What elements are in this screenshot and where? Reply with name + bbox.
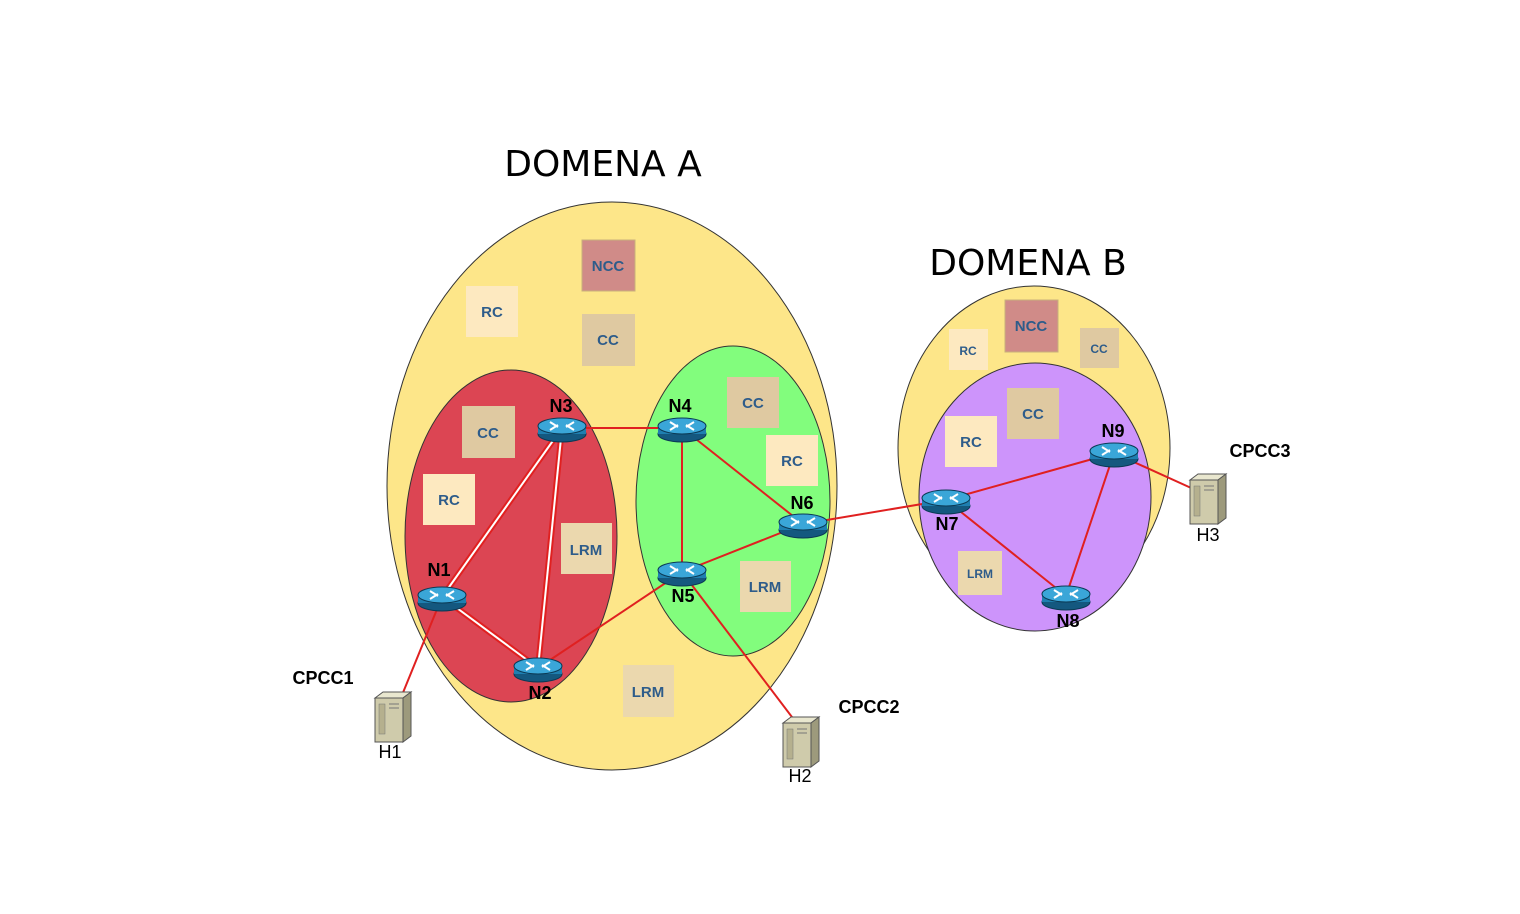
node-label-n2: N2 <box>528 683 551 703</box>
svg-text:RC: RC <box>781 453 803 470</box>
router-n2-icon <box>513 657 563 683</box>
link-n7-n9 <box>945 452 1115 501</box>
router-n6-icon <box>778 513 828 539</box>
server-h3-icon <box>1189 473 1227 525</box>
lrm-box: LRM <box>740 561 791 612</box>
ncc-box: NCC <box>581 239 636 292</box>
svg-text:RC: RC <box>960 434 982 451</box>
cc-box: CC <box>462 406 515 458</box>
rc-box: RC <box>766 435 818 486</box>
svg-text:RC: RC <box>481 304 503 321</box>
link-n1-h1 <box>399 596 443 701</box>
rc-box: RC <box>466 286 518 337</box>
svg-text:LRM: LRM <box>967 567 993 581</box>
svg-text:LRM: LRM <box>632 684 665 701</box>
svg-text:NCC: NCC <box>592 258 625 275</box>
node-label-n6: N6 <box>790 493 813 513</box>
cc-box: CC <box>582 314 635 366</box>
cpcc-label-2: CPCC2 <box>838 697 899 717</box>
host-label-h3: H3 <box>1196 525 1219 545</box>
node-label-n1: N1 <box>427 560 450 580</box>
svg-text:RC: RC <box>438 492 460 509</box>
cpcc-label-3: CPCC3 <box>1229 441 1290 461</box>
svg-text:CC: CC <box>477 425 499 442</box>
router-n8-icon <box>1041 585 1091 611</box>
svg-text:RC: RC <box>959 344 977 358</box>
subdomain-red <box>404 369 618 703</box>
domain-a-title: DOMENA A <box>504 144 702 185</box>
link-n4-n6 <box>681 427 804 525</box>
link-n8-n9 <box>1065 452 1115 597</box>
node-label-n9: N9 <box>1101 421 1124 441</box>
link-n2-n5 <box>537 571 683 669</box>
rc-box: RC <box>949 329 988 370</box>
svg-text:LRM: LRM <box>749 579 782 596</box>
cc-box: CC <box>727 377 779 428</box>
lrm-box: LRM <box>958 551 1002 595</box>
link-n5-h2 <box>681 571 799 726</box>
lrm-box: LRM <box>623 665 674 717</box>
host-label-h1: H1 <box>378 742 401 762</box>
rc-box: RC <box>945 416 997 467</box>
svg-text:LRM: LRM <box>570 542 603 559</box>
link-n2-n3 <box>535 427 565 669</box>
node-label-n4: N4 <box>668 396 691 416</box>
rc-box: RC <box>423 474 475 525</box>
lrm-box: LRM <box>561 523 612 574</box>
link-n7-n8 <box>945 499 1067 597</box>
node-label-n5: N5 <box>671 586 694 606</box>
domain-b-title: DOMENA B <box>929 243 1127 284</box>
ncc-box: NCC <box>1004 299 1059 353</box>
router-n1-icon <box>417 586 467 612</box>
server-h1-icon <box>374 691 412 743</box>
svg-text:NCC: NCC <box>1015 318 1048 335</box>
node-label-n3: N3 <box>549 396 572 416</box>
svg-text:CC: CC <box>742 395 764 412</box>
server-h2-icon <box>782 716 820 768</box>
node-label-n7: N7 <box>935 514 958 534</box>
router-n4-icon <box>657 417 707 443</box>
cpcc-label-1: CPCC1 <box>292 668 353 688</box>
cc-box: CC <box>1007 388 1059 439</box>
router-n3-icon <box>537 417 587 443</box>
router-n5-icon <box>657 561 707 587</box>
svg-text:CC: CC <box>1022 406 1044 423</box>
svg-text:CC: CC <box>1090 342 1108 356</box>
svg-text:CC: CC <box>597 332 619 349</box>
router-n9-icon <box>1089 442 1139 468</box>
link-n1-n3 <box>439 426 565 599</box>
cc-box: CC <box>1080 328 1119 368</box>
router-n7-icon <box>921 489 971 515</box>
node-label-n8: N8 <box>1056 611 1079 631</box>
host-label-h2: H2 <box>788 766 811 786</box>
